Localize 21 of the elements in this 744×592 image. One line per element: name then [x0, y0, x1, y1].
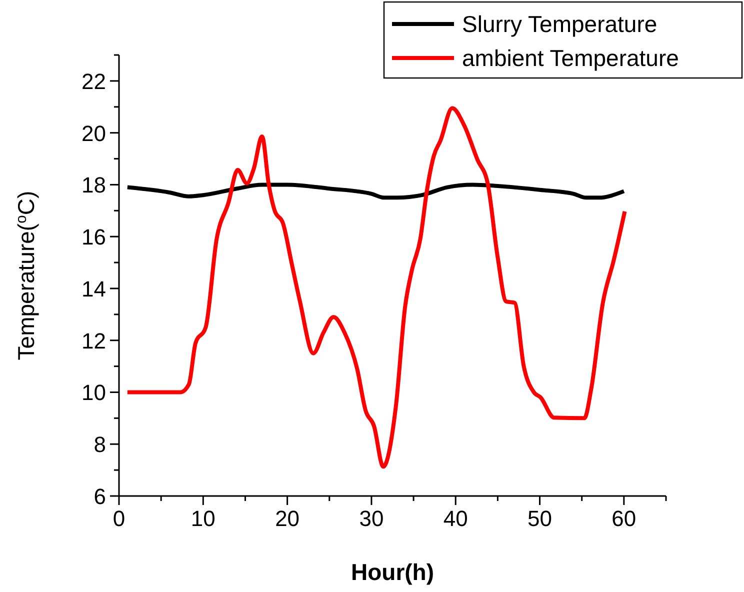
x-tick-label: 10 [190, 506, 216, 531]
y-tick-label: 6 [94, 484, 106, 509]
legend-label: ambient Temperature [462, 45, 679, 71]
line-series [125, 182, 626, 200]
y-tick-label: 20 [82, 120, 106, 146]
y-tick-label: 18 [82, 172, 106, 198]
line-series [125, 106, 627, 469]
x-tick-label: 20 [275, 506, 300, 531]
y-tick-label: 16 [82, 224, 106, 250]
y-tick-label: 12 [82, 328, 106, 354]
x-tick-label: 40 [443, 506, 468, 531]
y-tick-label: 10 [82, 380, 106, 406]
y-tick-label: 22 [82, 68, 106, 94]
y-tick-label: 14 [82, 276, 106, 302]
legend-label: Slurry Temperature [462, 11, 658, 37]
x-axis-title: Hour(h) [350, 559, 434, 585]
y-tick-label: 8 [94, 432, 106, 458]
x-tick-label: 0 [112, 506, 126, 531]
x-tick-label: 30 [359, 506, 384, 531]
x-tick-label: 50 [528, 506, 552, 531]
x-tick-label: 60 [612, 506, 636, 531]
